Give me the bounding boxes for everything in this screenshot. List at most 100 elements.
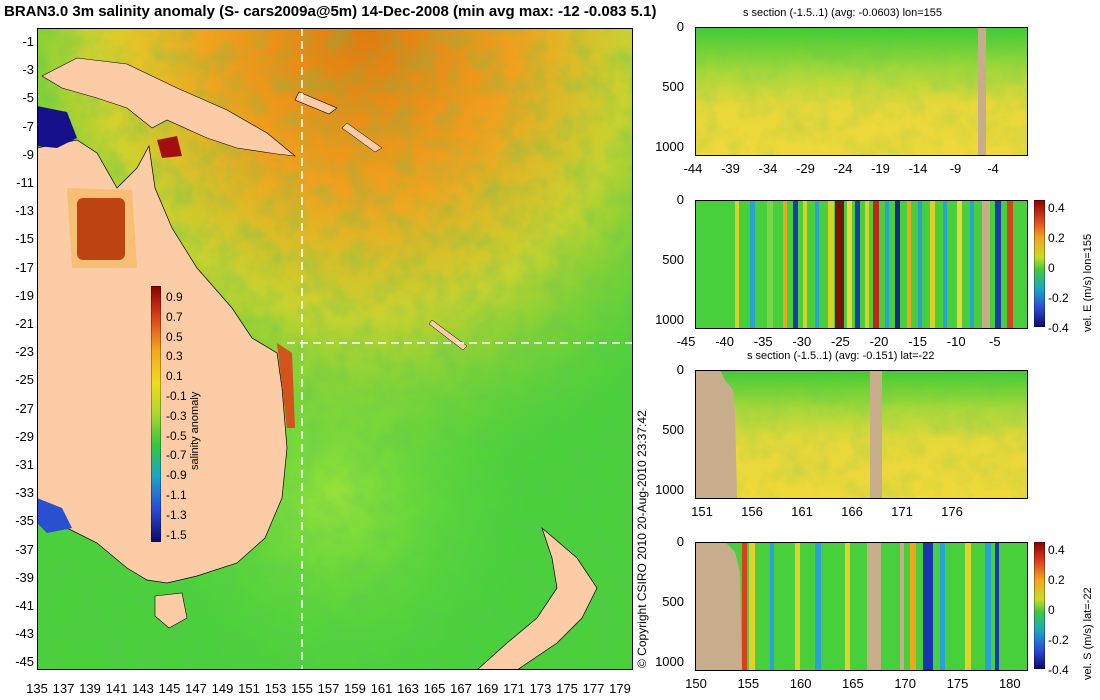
map-colorbar [151,286,161,542]
section-depth-tick: 1000 [655,654,684,669]
map-colorbar-tick: -0.9 [166,468,187,483]
section-x-tick: 150 [685,676,707,691]
map-lat-tick: -41 [15,598,34,613]
section-x-tick: -34 [758,161,778,176]
map-lon-tick: 163 [397,681,419,696]
map-lon-tick: 175 [556,681,578,696]
section3-land-mask [695,370,737,499]
map-lat-tick: -11 [16,175,34,190]
map-lon-tick: 165 [423,681,446,696]
strong-eastward-jet [835,200,844,329]
section-x-tick: -40 [715,334,734,349]
section-depth-tick: 500 [662,594,684,609]
map-lon-tick: 167 [450,681,472,696]
map-lat-tick: -17 [15,259,34,275]
map-colorbar-tick: -1.1 [166,488,187,502]
section-x-tick: -35 [753,334,773,349]
section-x-tick: -14 [908,161,928,176]
map-lon-tick: 157 [317,681,340,696]
section4-colorbar [1034,542,1045,669]
section4-colorbar-label: vel. S (m/s) lat=-22 [1082,587,1094,680]
new-britain-land [294,91,338,115]
map-lon-tick: 177 [582,681,605,696]
section-x-tick: -30 [792,334,812,349]
section-x-tick: -44 [683,161,703,176]
map-lon-tick: 159 [344,681,366,696]
map-colorbar-tick: 0.9 [166,290,183,304]
section-x-tick: 155 [737,676,760,691]
map-lon-tick: 161 [370,681,393,696]
map-lat-tick: -5 [22,90,34,106]
map-colorbar-label: salinity anomaly [189,391,201,470]
map-colorbar-tick: -0.1 [166,389,187,403]
map-lon-tick: 155 [291,681,313,696]
section-depth-tick: 0 [676,534,684,549]
section2-colorbar [1034,200,1045,327]
section-x-tick: -4 [987,161,999,176]
map-lon-tick: 153 [264,681,287,696]
map-lat-tick: -19 [15,287,34,303]
section-x-tick: 180 [998,676,1021,691]
section-x-tick: -20 [869,334,889,349]
section-x-tick: 160 [789,676,812,691]
carpentaria-anomaly [77,198,125,260]
section-colorbar-tick: 0 [1048,261,1055,275]
map-lon-tick: 151 [238,681,260,696]
map-lon-tick: 149 [211,681,234,696]
section-depth-tick: 0 [676,192,684,207]
map-lat-tick: -37 [15,541,34,557]
section-depth-tick: 500 [662,79,684,94]
map-lon-tick: 169 [476,681,499,696]
section-x-tick: -5 [989,334,1001,349]
section-colorbar-tick: -0.2 [1048,633,1069,647]
section3-plot [695,370,1028,499]
map-lat-tick: -13 [15,203,34,219]
map-colorbar-tick: -1.3 [166,507,187,522]
section-depth-tick: 0 [676,362,684,377]
section1-title: s section (-1.5..1) (avg: -0.0603) lon=1… [743,7,943,19]
map-colorbar-tick: 0.1 [166,369,183,384]
section-colorbar-tick: 0 [1048,603,1055,617]
map-lat-tick: -3 [22,62,34,78]
section-colorbar-tick: 0.2 [1048,573,1065,587]
section-x-tick: -29 [796,161,815,176]
section-x-tick: -10 [946,334,966,349]
map-lon-tick: 171 [503,681,525,696]
map-colorbar-tick: 0.5 [166,329,183,344]
section-colorbar-tick: 0.4 [1048,201,1065,215]
map-colorbar-tick: -1.5 [166,527,187,542]
section-x-tick: -25 [830,334,850,349]
section2-colorbar-label: vel. E (m/s) lon=155 [1082,233,1094,332]
map-lat-tick: -15 [15,231,34,247]
map-lat-tick: -39 [15,569,34,585]
map-lat-tick: -29 [15,428,34,444]
section1-plot [695,27,1028,156]
section-x-tick: -9 [949,161,962,176]
section4-land-mask [867,542,881,671]
map-lat-tick: -43 [15,626,34,642]
map-lat-tick: -9 [22,146,34,162]
section-colorbar-tick: -0.4 [1048,321,1069,335]
section-x-tick: 176 [941,504,963,519]
section4-plot [695,542,1028,671]
copyright-notice: © Copyright CSIRO 2010 20-Aug-2010 23:37… [635,410,649,668]
map-lon-tick: 145 [158,681,181,696]
section-x-tick: 161 [791,504,813,519]
section-x-tick: -19 [871,161,890,176]
map-lon-tick: 173 [529,681,552,696]
map-colorbar-tick: 0.7 [166,309,183,324]
section-x-tick: -15 [908,334,927,349]
section-colorbar-tick: -0.2 [1048,291,1069,305]
new-zealand-land [476,526,598,670]
map-colorbar-tick: -0.3 [166,408,187,423]
section-depth-tick: 500 [662,422,684,437]
map-lat-tick: -33 [15,485,34,501]
map-lat-tick: -7 [22,118,34,134]
section-x-tick: 171 [891,504,913,519]
map-lon-tick: 141 [105,681,128,696]
section2-land-mask [982,200,990,329]
map-lon-tick: 139 [79,681,101,696]
fresh-water-anomaly-nw [37,106,77,148]
section-depth-tick: 0 [676,19,684,34]
section-x-tick: 175 [946,676,969,691]
